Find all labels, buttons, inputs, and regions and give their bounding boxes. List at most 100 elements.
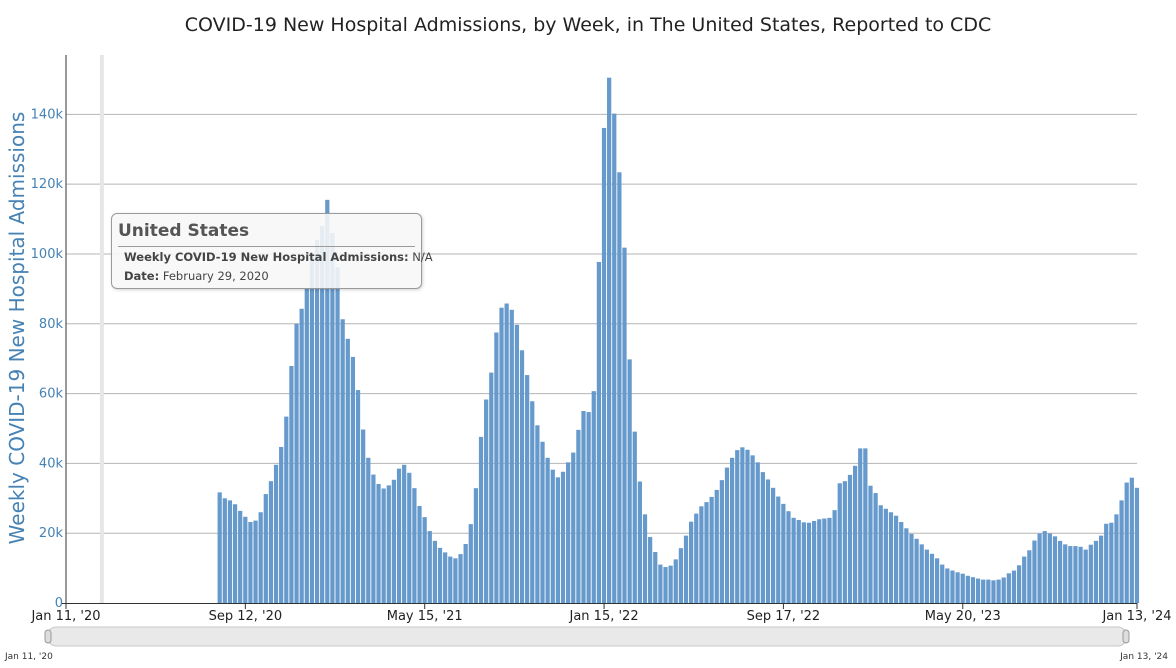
bar bbox=[689, 521, 694, 603]
bar bbox=[258, 512, 263, 603]
bar bbox=[842, 481, 847, 603]
bar bbox=[473, 488, 479, 603]
bar bbox=[314, 239, 320, 603]
bar bbox=[832, 510, 837, 603]
bar bbox=[478, 436, 484, 603]
bar bbox=[760, 472, 765, 603]
bar bbox=[1011, 570, 1017, 603]
bar bbox=[1124, 482, 1129, 603]
bar bbox=[1088, 544, 1093, 603]
bar bbox=[868, 485, 873, 603]
bar bbox=[448, 556, 453, 603]
navigator-handle-right[interactable] bbox=[1122, 629, 1130, 644]
bar bbox=[309, 253, 315, 603]
bar bbox=[437, 547, 443, 603]
bar bbox=[248, 522, 253, 603]
tooltip: United States Weekly COVID-19 New Hospit… bbox=[111, 213, 433, 289]
bar bbox=[345, 338, 350, 603]
bar bbox=[581, 411, 586, 603]
bar bbox=[965, 575, 970, 603]
bar bbox=[607, 77, 612, 604]
bar bbox=[648, 537, 653, 603]
bar bbox=[986, 579, 991, 603]
x-tick-label: May 15, '21 bbox=[387, 609, 463, 624]
bar bbox=[940, 564, 945, 603]
tooltip-date-value: February 29, 2020 bbox=[162, 269, 269, 283]
bar bbox=[827, 517, 832, 603]
bar bbox=[1057, 540, 1063, 603]
bar bbox=[991, 580, 996, 603]
bar bbox=[458, 554, 463, 603]
bar bbox=[530, 401, 535, 603]
bar bbox=[637, 481, 642, 603]
bar bbox=[402, 464, 407, 603]
bar bbox=[407, 472, 412, 603]
bar bbox=[591, 391, 596, 603]
bar bbox=[1093, 540, 1099, 603]
bar bbox=[771, 487, 776, 603]
tooltip-title: United States bbox=[118, 221, 250, 241]
bar bbox=[386, 485, 391, 603]
bar bbox=[335, 267, 340, 603]
bar bbox=[1129, 477, 1134, 603]
navigator-track bbox=[46, 626, 1128, 647]
bar bbox=[627, 359, 632, 603]
bar bbox=[1068, 546, 1073, 603]
bar bbox=[781, 503, 786, 603]
bar bbox=[499, 307, 504, 603]
bar bbox=[279, 446, 284, 603]
bar bbox=[888, 512, 894, 603]
bar bbox=[724, 467, 730, 603]
y-tick-label: 100k bbox=[31, 247, 64, 262]
bar bbox=[1032, 540, 1037, 603]
bar bbox=[299, 308, 304, 603]
bar bbox=[463, 544, 468, 603]
bar bbox=[422, 517, 427, 603]
navigator-handle-left[interactable] bbox=[44, 629, 52, 644]
bar bbox=[668, 565, 673, 603]
bar bbox=[719, 480, 724, 603]
bar bbox=[658, 564, 663, 603]
bar bbox=[1073, 546, 1078, 603]
bar bbox=[929, 553, 935, 603]
bar bbox=[468, 524, 473, 603]
bar bbox=[525, 375, 530, 603]
bar bbox=[489, 372, 494, 603]
bar bbox=[919, 544, 924, 603]
bar bbox=[776, 496, 781, 603]
bar bbox=[432, 540, 438, 603]
bar bbox=[960, 573, 965, 603]
bar bbox=[366, 457, 371, 603]
tooltip-metric-value: N/A bbox=[412, 250, 433, 264]
bar bbox=[222, 498, 227, 603]
bar bbox=[945, 568, 950, 603]
bar bbox=[1114, 514, 1119, 603]
bar bbox=[812, 520, 817, 603]
bar bbox=[632, 431, 637, 603]
bar bbox=[1052, 536, 1058, 603]
bar bbox=[1083, 549, 1088, 603]
bar bbox=[822, 518, 827, 603]
bar bbox=[412, 488, 417, 603]
bar bbox=[755, 462, 760, 603]
bar bbox=[617, 172, 622, 603]
bar bbox=[253, 520, 258, 603]
bar bbox=[453, 558, 458, 603]
bar bbox=[576, 429, 581, 603]
bar bbox=[571, 452, 576, 603]
bar bbox=[883, 508, 888, 603]
bar bbox=[678, 548, 683, 603]
bar bbox=[273, 464, 279, 603]
bar bbox=[355, 390, 361, 603]
tooltip-divider bbox=[118, 246, 415, 247]
bar bbox=[704, 502, 709, 603]
bar bbox=[694, 513, 699, 603]
bar bbox=[289, 365, 294, 603]
navigator bbox=[44, 626, 1130, 647]
bar bbox=[545, 457, 550, 603]
bar bbox=[294, 323, 299, 603]
bar bbox=[673, 559, 678, 603]
bar bbox=[950, 570, 955, 603]
